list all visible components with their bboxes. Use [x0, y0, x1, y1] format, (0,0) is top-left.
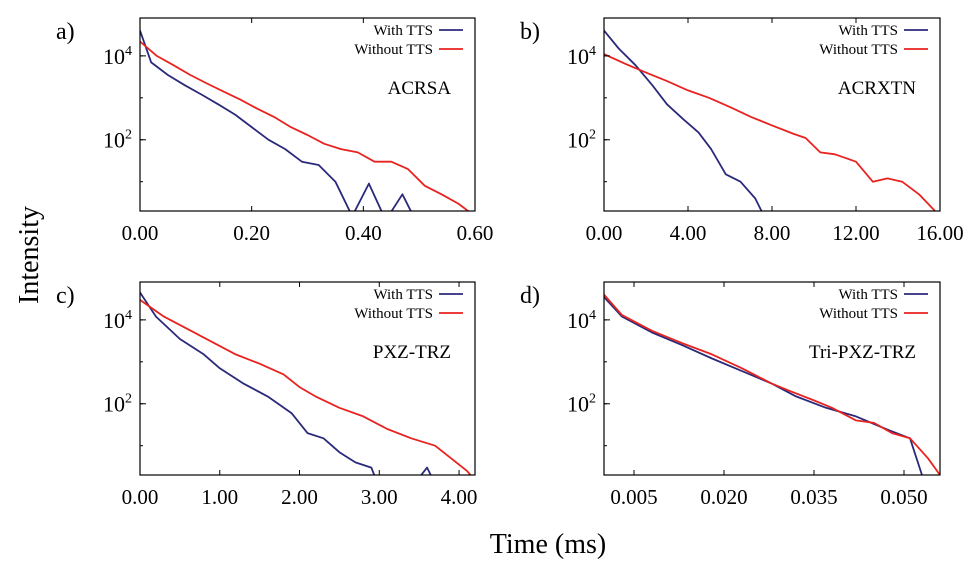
sample-label: PXZ-TRZ: [373, 342, 451, 363]
x-tick-label: 0.20: [233, 221, 270, 245]
panel-2: 0.00 4.00 8.00 12.00 16.00 102 104 b) ACRXTN With…: [520, 17, 964, 245]
series-line-without-tts: [140, 299, 472, 475]
plot-frame: [139, 281, 476, 476]
x-tick-label: 3.00: [361, 485, 398, 509]
x-tick-label: 2.00: [281, 485, 318, 509]
x-tick-label: 0.035: [790, 485, 837, 509]
y-tick-label: 102: [567, 392, 596, 417]
panel-label: d): [520, 283, 540, 309]
legend-label: Without TTS: [354, 306, 433, 322]
y-tick-label: 104: [567, 44, 596, 69]
x-tick-label: 0.00: [122, 221, 159, 245]
y-axis-label: Intensity: [14, 206, 45, 304]
series-line-with-tts: [604, 296, 923, 475]
y-tick-label: 104: [103, 308, 132, 333]
series-line-with-tts: [140, 292, 432, 475]
x-tick-label: 4.00: [670, 221, 707, 245]
x-tick-label: 0.60: [457, 221, 494, 245]
x-axis-label: Time (ms): [490, 529, 606, 560]
x-tick-label: 16.00: [916, 221, 963, 245]
y-tick-label: 102: [103, 128, 132, 153]
legend-label: With TTS: [838, 23, 898, 39]
legend-label: Without TTS: [819, 42, 898, 58]
x-tick-label: 0.00: [586, 221, 623, 245]
x-tick-label: 0.050: [880, 485, 927, 509]
series-line-with-tts: [604, 30, 763, 211]
panel-label: b): [520, 19, 540, 45]
x-tick-label: 12.00: [832, 221, 879, 245]
x-tick-label: 0.00: [122, 485, 159, 509]
y-tick-label: 102: [567, 128, 596, 153]
plot-frame: [139, 17, 476, 212]
panel-label: c): [56, 283, 75, 309]
panel-4: 0.005 0.020 0.035 0.050 102 104 d) Tri-PXZ-TRZ W…: [520, 281, 941, 509]
legend-label: Without TTS: [819, 306, 898, 322]
legend-label: Without TTS: [354, 42, 433, 58]
legend-label: With TTS: [373, 23, 433, 39]
series-line-without-tts: [604, 294, 940, 475]
x-tick-label: 0.020: [700, 485, 747, 509]
sample-label: Tri-PXZ-TRZ: [809, 342, 916, 363]
x-tick-label: 4.00: [441, 485, 478, 509]
plot-frame: [603, 281, 941, 476]
y-tick-label: 102: [103, 392, 132, 417]
series-line-with-tts: [140, 30, 412, 211]
x-tick-label: 0.005: [610, 485, 657, 509]
panel-3: 0.00 1.00 2.00 3.00 4.00 102 104 c) PXZ-TRZ With …: [56, 281, 478, 509]
y-tick-label: 104: [567, 308, 596, 333]
x-tick-label: 0.40: [345, 221, 382, 245]
series-line-without-tts: [140, 40, 470, 211]
panel-label: a): [56, 19, 75, 45]
legend-label: With TTS: [838, 287, 898, 303]
legend-label: With TTS: [373, 287, 433, 303]
panel-1: 0.00 0.20 0.40 0.60 102 104 a) ACRSA With TTS Wit…: [56, 17, 494, 245]
sample-label: ACRXTN: [838, 78, 916, 99]
y-tick-label: 104: [103, 44, 132, 69]
x-tick-label: 1.00: [201, 485, 238, 509]
x-tick-label: 8.00: [754, 221, 791, 245]
series-line-without-tts: [604, 53, 937, 211]
sample-label: ACRSA: [388, 78, 452, 99]
